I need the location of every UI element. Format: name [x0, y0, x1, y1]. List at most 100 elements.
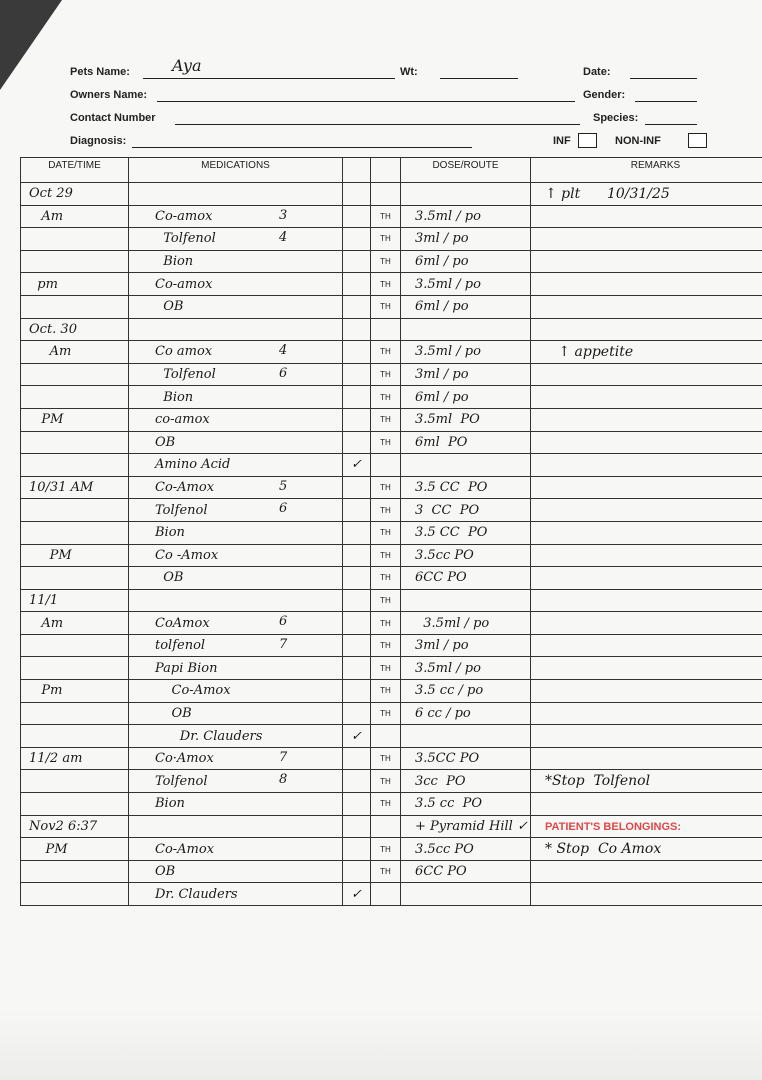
table-row: Papi Bion TH 3.5ml / po [20, 656, 762, 681]
date-time-cell: Am [20, 204, 129, 229]
medication-cell: OB [128, 859, 343, 884]
remarks-cell [530, 543, 762, 568]
route-cell: TH [370, 407, 401, 432]
table-row: OB TH 6ml PO [20, 430, 762, 455]
inf-checkbox[interactable] [578, 133, 597, 148]
route-cell: TH [370, 588, 401, 613]
dose-number: 6 [279, 501, 288, 517]
route-cell: TH [370, 679, 401, 703]
table-row: 10/31 AM Co-Amox 5 TH 3.5 CC PO [20, 475, 762, 500]
table-row: tolfenol 7 TH 3ml / po [20, 633, 762, 658]
remarks-cell: ↑ appetite [530, 340, 762, 364]
dose-cell: 3.5CC PO [400, 746, 531, 771]
dose-cell: 6ml / po [400, 249, 531, 274]
route-cell [370, 814, 401, 839]
medication-cell [128, 182, 343, 206]
route-cell: TH [370, 656, 401, 681]
medication-cell: OB [128, 294, 343, 319]
dose-cell: 3ml / po [400, 633, 531, 658]
medication-name: OB [155, 864, 176, 880]
date-time-cell: Am [20, 611, 129, 635]
remarks-cell [530, 656, 762, 681]
dose-number: 4 [279, 230, 288, 246]
pets-name-line [143, 78, 395, 79]
table-row: PM Co-Amox TH 3.5cc PO * Stop Co Amox [20, 837, 762, 861]
medication-name: Dr. Clauders [155, 886, 238, 902]
medication-name: Tolfenol [155, 502, 208, 518]
route-cell: TH [370, 430, 401, 455]
remarks-cell [530, 498, 762, 522]
inf-label: INF [553, 135, 571, 147]
medication-cell: Co amox 4 [128, 340, 343, 364]
date-time-cell [20, 294, 129, 319]
table-row: PM Co -Amox TH 3.5cc PO [20, 543, 762, 568]
dose-cell: 3.5 CC PO [400, 475, 531, 500]
table-row: Nov2 6:37 + Pyramid Hill ✓ PATIENT'S BELON… [20, 814, 762, 839]
header-dose-route: DOSE/ROUTE [400, 157, 531, 183]
header-medications: MEDICATIONS [128, 157, 343, 183]
date-time-cell [20, 633, 129, 658]
table-row: Oct. 30 [20, 317, 762, 342]
date-time-cell [20, 430, 129, 455]
date-time-cell: PM [20, 837, 129, 861]
date-time-cell [20, 792, 129, 816]
patient-belongings-label: PATIENT'S BELONGINGS: [545, 821, 682, 834]
medication-cell [128, 814, 343, 839]
dose-number: 5 [279, 478, 288, 494]
remarks-cell [530, 566, 762, 590]
medication-name: Co amox [155, 344, 213, 360]
remarks-cell [530, 227, 762, 251]
header-date-time: DATE/TIME [20, 157, 129, 183]
medication-cell: Co-Amox 5 [128, 475, 343, 500]
date-time-cell [20, 769, 129, 794]
wt-label: Wt: [400, 66, 418, 78]
table-row: Tolfenol 8 TH 3cc PO *Stop Tolfenol [20, 769, 762, 794]
pets-name-label: Pets Name: [70, 66, 130, 78]
remarks-cell [530, 453, 762, 477]
owners-name-line [157, 101, 575, 102]
route-cell: TH [370, 769, 401, 794]
remarks-cell [530, 792, 762, 816]
medication-name: Co-amox [155, 276, 213, 292]
route-cell [370, 882, 401, 906]
table-row: pm Co-amox TH 3.5ml / po [20, 272, 762, 296]
check-cell [342, 475, 371, 500]
page-bottom-shadow [0, 1010, 762, 1080]
medication-name: Co-amox [155, 208, 213, 224]
medication-name: Co·Amox [155, 751, 214, 767]
date-time-cell [20, 453, 129, 477]
medication-cell: OB [128, 701, 343, 726]
table-row: Bion TH 3.5 CC PO [20, 520, 762, 545]
date-time-cell [20, 227, 129, 251]
check-cell [342, 498, 371, 522]
route-cell: TH [370, 837, 401, 861]
table-row: OB TH 6ml / po [20, 294, 762, 319]
route-cell: TH [370, 566, 401, 590]
table-header: DATE/TIME MEDICATIONS DOSE/ROUTE REMARKS [20, 157, 762, 183]
date-time-cell: 11/1 [20, 588, 129, 613]
check-cell [342, 746, 371, 771]
remarks-cell [530, 204, 762, 229]
medication-name: Co-Amox [155, 683, 231, 699]
date-time-cell [20, 859, 129, 884]
remarks-cell [530, 859, 762, 884]
date-time-cell: Am [20, 340, 129, 364]
date-time-cell: pm [20, 272, 129, 296]
medication-cell: Papi Bion [128, 656, 343, 681]
check-cell [342, 294, 371, 319]
medication-name: tolfenol [155, 638, 206, 654]
species-line [645, 124, 697, 125]
noninf-checkbox[interactable] [688, 133, 707, 148]
route-cell: TH [370, 792, 401, 816]
remarks-cell [530, 724, 762, 748]
check-cell [342, 520, 371, 545]
medication-cell: Co -Amox [128, 543, 343, 568]
treatment-table: DATE/TIME MEDICATIONS DOSE/ROUTE REMARKS… [20, 157, 762, 906]
check-cell [342, 656, 371, 681]
medication-name: OB [155, 705, 192, 721]
dose-cell: 6ml / po [400, 294, 531, 319]
date-time-cell [20, 701, 129, 726]
dose-cell: 3.5ml / po [400, 656, 531, 681]
table-row: Bion TH 3.5 cc PO [20, 792, 762, 816]
remarks-cell [530, 633, 762, 658]
